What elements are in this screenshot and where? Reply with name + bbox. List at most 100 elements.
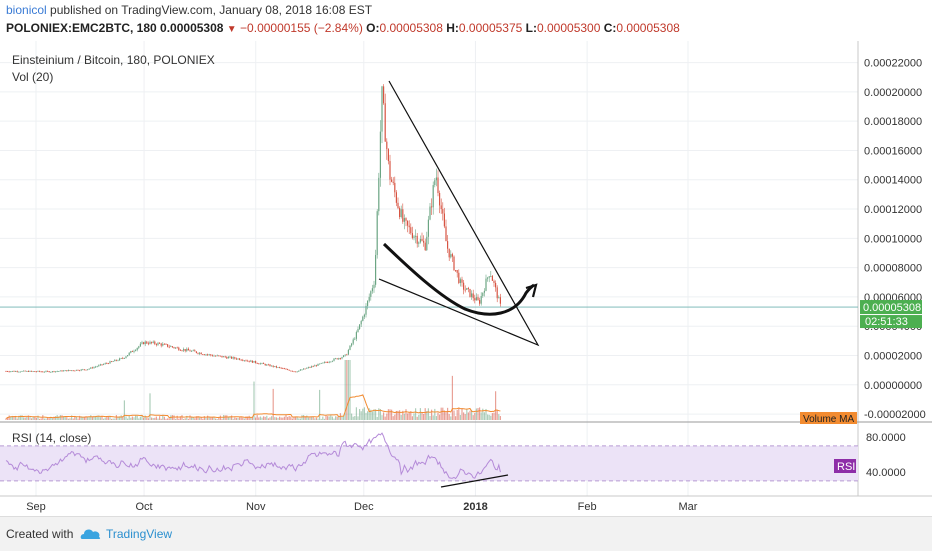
volume-bar (327, 416, 329, 420)
volume-bar (215, 418, 217, 420)
volume-bar (82, 417, 84, 420)
volume-bar (83, 416, 85, 420)
candle-body (103, 364, 105, 365)
candle-body (399, 208, 401, 218)
candle-body (437, 177, 439, 194)
tradingview-brand-link[interactable]: TradingView (106, 527, 173, 541)
candle-body (85, 369, 87, 371)
volume-bar (203, 416, 205, 420)
candle-body (106, 363, 108, 365)
volume-bar (314, 418, 316, 420)
volume-bar (415, 408, 417, 420)
candle-body (450, 254, 452, 258)
volume-bar (58, 416, 60, 420)
volume-bar (439, 414, 441, 420)
volume-bar (261, 417, 263, 420)
volume-bar (298, 418, 300, 420)
chart-area[interactable]: -0.000020000.000000000.000020000.0000400… (0, 41, 932, 516)
volume-bar (450, 416, 452, 420)
candle-body (255, 361, 257, 363)
candle-body (50, 371, 52, 373)
volume-bar (373, 409, 375, 420)
volume-bar (319, 389, 321, 420)
candle-body (331, 360, 333, 362)
volume-bar (88, 417, 90, 420)
volume-bar (32, 416, 34, 420)
author-link[interactable]: bionicol (6, 3, 47, 17)
candle-body (317, 363, 319, 366)
candle-body (411, 233, 413, 238)
candle-body (11, 370, 13, 372)
candle-body (282, 368, 284, 370)
candle-body (359, 324, 361, 329)
candle-body (402, 209, 404, 222)
volume-bar (306, 415, 308, 420)
candle-body (251, 360, 253, 363)
volume-bar (50, 416, 52, 420)
candle-body (333, 358, 335, 361)
time-tick-label: Oct (136, 501, 153, 513)
volume-bar (96, 415, 98, 420)
volume-bar (383, 412, 385, 420)
volume-bar (120, 415, 122, 420)
candle-body (53, 371, 55, 372)
candle-body (232, 357, 234, 359)
candle-body (258, 363, 260, 365)
volume-bar (411, 416, 413, 420)
candle-body (371, 288, 373, 292)
candle-body (424, 242, 426, 251)
volume-bar (187, 418, 189, 420)
candle-body (95, 366, 97, 368)
open-label: O: (366, 21, 380, 35)
candle-body (279, 367, 281, 368)
arc-arrow-icon[interactable] (525, 283, 538, 298)
volume-bar (112, 418, 114, 420)
rsi-support-line[interactable] (440, 474, 509, 488)
close-label: C: (603, 21, 617, 35)
candle-body (293, 371, 295, 373)
candle-body (216, 355, 218, 357)
candle-body (127, 355, 129, 357)
candle-body (347, 349, 349, 355)
candle-body (312, 366, 314, 368)
volume-bar (349, 360, 351, 420)
chart-svg[interactable]: -0.000020000.000000000.000020000.0000400… (0, 41, 932, 516)
candle-body (376, 211, 378, 255)
candle-body (19, 371, 21, 373)
candle-body (152, 341, 154, 343)
time-tick-label: Mar (679, 501, 698, 513)
volume-bar (407, 413, 409, 420)
volume-bar (61, 415, 63, 420)
candle-body (197, 352, 199, 354)
volume-bar (325, 415, 327, 420)
volume-bar (99, 417, 101, 420)
candle-body (394, 182, 396, 193)
candle-body (5, 371, 7, 372)
candle-body (386, 141, 388, 150)
volume-bar (27, 415, 29, 420)
tradingview-logo-icon (80, 529, 101, 539)
volume-bar (229, 416, 231, 420)
volume-bar (221, 418, 223, 420)
volume-bar (402, 410, 404, 420)
rounded-bottom-arc[interactable] (382, 242, 535, 316)
candle-body (259, 363, 261, 365)
candle-body (184, 349, 186, 351)
volume-bar (208, 416, 210, 420)
wedge-trendlines[interactable] (378, 80, 540, 347)
volume-ma-badge: Volume MA (800, 412, 857, 425)
volume-bar (184, 418, 186, 420)
candle-body (66, 370, 68, 372)
volume-bar (216, 418, 218, 420)
volume-bar (259, 416, 261, 420)
volume-bar (432, 415, 434, 420)
candle-body (173, 347, 175, 348)
candle-body (362, 316, 364, 321)
volume-bar (75, 417, 77, 420)
volume-bar (479, 407, 481, 420)
volume-bar (424, 408, 426, 420)
candle-body (69, 370, 71, 371)
candle-body (13, 370, 15, 372)
candle-body (416, 235, 418, 244)
candle-body (343, 355, 345, 358)
